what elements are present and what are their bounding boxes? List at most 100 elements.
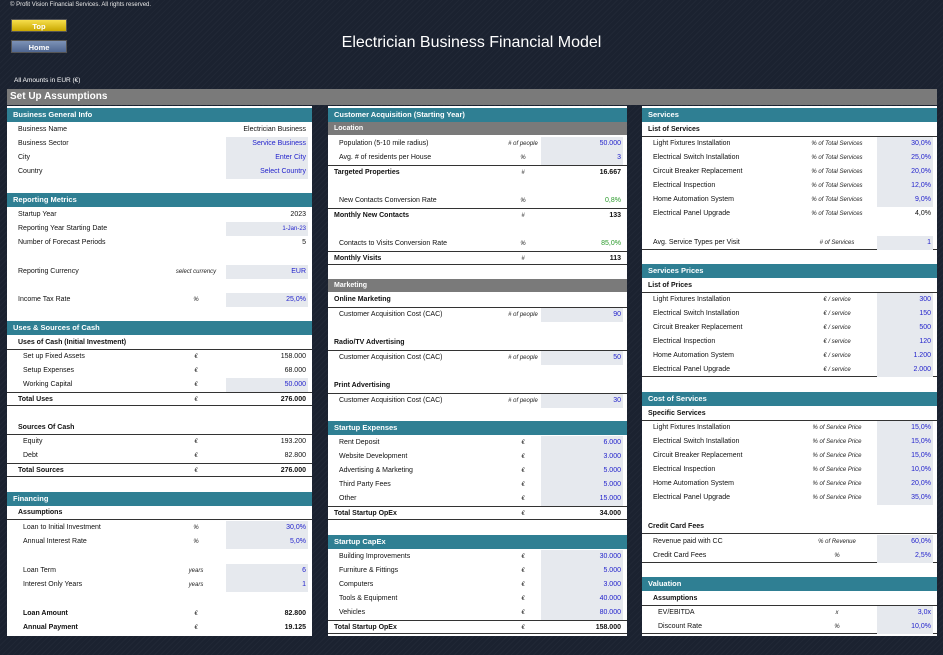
subheading: Credit Card Fees: [648, 523, 705, 530]
row-unit: #: [521, 170, 525, 176]
row-label: Circuit Breaker Replacement: [653, 452, 743, 459]
advertising-input[interactable]: 5.000: [541, 464, 623, 478]
row-unit: % of Total Services: [811, 211, 863, 217]
table-row: Assumptions: [7, 506, 312, 520]
working-capital-input[interactable]: 50.000: [226, 378, 308, 392]
contacts-rate-value[interactable]: 0,8%: [605, 197, 621, 204]
table-row: Revenue paid with CC % of Revenue 60,0%: [642, 535, 937, 549]
business-sector-input[interactable]: Service Business: [226, 137, 308, 151]
tax-rate-input[interactable]: 25,0%: [226, 293, 308, 307]
price-input[interactable]: 120: [877, 335, 933, 349]
row-label: Total Startup OpEx: [334, 510, 397, 517]
country-select[interactable]: Select Country: [226, 165, 308, 179]
table-row: New Contacts Conversion Rate% 0,8%: [328, 194, 627, 208]
row-unit: €: [521, 596, 525, 602]
price-input[interactable]: 1.200: [877, 349, 933, 363]
cost-input[interactable]: 10,0%: [877, 463, 933, 477]
row-label: Light Fixtures Installation: [653, 424, 731, 431]
row-unit: % of Service Price: [812, 495, 862, 501]
price-input[interactable]: 2.000: [877, 363, 933, 377]
furniture-input[interactable]: 5.000: [541, 564, 623, 578]
cost-input[interactable]: 15,0%: [877, 449, 933, 463]
price-input[interactable]: 300: [877, 293, 933, 307]
cc-revenue-input[interactable]: 60,0%: [877, 535, 933, 549]
row-unit: €: [194, 439, 198, 445]
row-value: 193.200: [280, 438, 306, 445]
other-input[interactable]: 15.000: [541, 492, 623, 506]
currency-select[interactable]: EUR: [226, 265, 308, 279]
row-label: Equity: [23, 438, 43, 445]
total-sources-value: 276.000: [280, 467, 306, 474]
row-unit: €: [521, 482, 525, 488]
third-party-input[interactable]: 5.000: [541, 478, 623, 492]
table-row: Website Development €3.000: [328, 450, 627, 464]
print-cac-input[interactable]: 30: [541, 394, 623, 408]
row-unit: %: [193, 525, 199, 531]
loan-term-input[interactable]: 6: [226, 564, 308, 578]
table-row: Income Tax Rate% 25,0%: [7, 293, 312, 307]
row-label: Electrical Inspection: [653, 466, 716, 473]
home-button[interactable]: Home: [11, 40, 67, 53]
discount-rate-input[interactable]: 10,0%: [877, 620, 933, 634]
online-cac-input[interactable]: 90: [541, 308, 623, 322]
row-label: Website Development: [339, 453, 408, 460]
service-share-input[interactable]: 12,0%: [877, 179, 933, 193]
row-unit: %: [520, 155, 526, 161]
table-row: Equity €193.200: [7, 435, 312, 449]
table-row: Light Fixtures Installation % of Service …: [642, 421, 937, 435]
row-unit: % of Service Price: [812, 425, 862, 431]
page-title: Electrician Business Financial Model: [341, 34, 602, 51]
interest-rate-input[interactable]: 5,0%: [226, 535, 308, 549]
startup-year-value[interactable]: 2023: [290, 211, 306, 218]
computers-input[interactable]: 3.000: [541, 578, 623, 592]
residents-input[interactable]: 3: [541, 151, 623, 165]
tools-input[interactable]: 40.000: [541, 592, 623, 606]
radio-cac-input[interactable]: 50: [541, 351, 623, 365]
cost-input[interactable]: 15,0%: [877, 421, 933, 435]
row-unit: € / service: [823, 311, 851, 317]
table-row: Rent Deposit €6.000: [328, 436, 627, 450]
vehicles-input[interactable]: 80.000: [541, 606, 623, 620]
business-name-value[interactable]: Electrician Business: [243, 126, 306, 133]
top-button[interactable]: Top: [11, 19, 67, 32]
copyright-text: © Profit Vision Financial Services. All …: [10, 2, 152, 8]
loan-ratio-input[interactable]: 30,0%: [226, 521, 308, 535]
cost-input[interactable]: 15,0%: [877, 435, 933, 449]
section-uses-sources: Uses & Sources of Cash: [7, 321, 312, 335]
row-unit: % of Total Services: [811, 197, 863, 203]
table-row: Reporting Year Starting Date 1-Jan-23: [7, 222, 312, 236]
table-row: Radio/TV Advertising: [328, 336, 627, 350]
visits-rate-value[interactable]: 85,0%: [601, 240, 621, 247]
row-label: Revenue paid with CC: [653, 538, 723, 545]
table-row: Circuit Breaker Replacement % of Total Se…: [642, 165, 937, 179]
service-share-input[interactable]: 25,0%: [877, 151, 933, 165]
table-row: Specific Services: [642, 407, 937, 421]
price-input[interactable]: 500: [877, 321, 933, 335]
total-capex-value: 158.000: [595, 624, 621, 631]
service-share-input[interactable]: 30,0%: [877, 137, 933, 151]
interest-only-input[interactable]: 1: [226, 578, 308, 592]
rent-deposit-input[interactable]: 6.000: [541, 436, 623, 450]
row-label: Electrical Inspection: [653, 338, 716, 345]
cost-input[interactable]: 20,0%: [877, 477, 933, 491]
service-share-input[interactable]: 9,0%: [877, 193, 933, 207]
cost-input[interactable]: 35,0%: [877, 491, 933, 505]
website-input[interactable]: 3.000: [541, 450, 623, 464]
price-input[interactable]: 150: [877, 307, 933, 321]
forecast-periods-value[interactable]: 5: [302, 239, 306, 246]
start-date-input[interactable]: 1-Jan-23: [226, 222, 308, 236]
service-share-input[interactable]: 20,0%: [877, 165, 933, 179]
building-input[interactable]: 30.000: [541, 550, 623, 564]
city-input[interactable]: Enter City: [226, 151, 308, 165]
population-input[interactable]: 50.000: [541, 137, 623, 151]
row-label: Vehicles: [339, 609, 366, 616]
row-label: Annual Payment: [23, 624, 78, 631]
row-unit: €: [194, 625, 198, 631]
table-row: Annual Interest Rate% 5,0%: [7, 535, 312, 549]
cc-fee-input[interactable]: 2,5%: [877, 549, 933, 563]
ev-ebitda-input[interactable]: 3,0x: [877, 606, 933, 620]
row-unit: €: [521, 468, 525, 474]
subheading: Print Advertising: [334, 382, 391, 389]
row-label: Avg. # of residents per House: [339, 154, 432, 161]
services-per-visit-input[interactable]: 1: [877, 236, 933, 250]
